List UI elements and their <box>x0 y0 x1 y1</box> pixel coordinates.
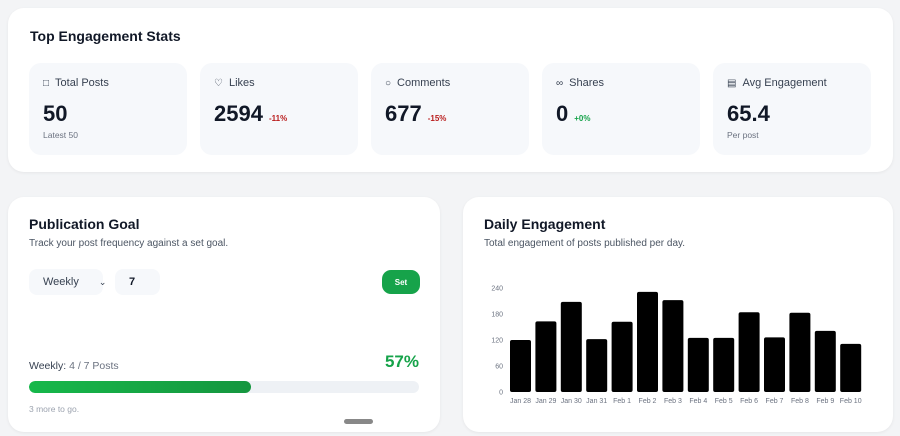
top-stats-card: Top Engagement Stats □ Total Posts 50 Lat… <box>8 8 893 172</box>
bar-feb-9[interactable] <box>814 330 836 392</box>
stat-label-text: Likes <box>228 77 255 89</box>
x-tick-label: Feb 8 <box>791 398 809 405</box>
goal-description: Track your post frequency against a set … <box>29 238 229 249</box>
publication-goal-card: Publication Goal Track your post frequen… <box>8 197 440 432</box>
progress-bar <box>29 381 419 393</box>
stat-label: □ Total Posts <box>43 77 109 89</box>
stat-value-row: 0 +0% <box>556 101 590 127</box>
stat-card-shares: ∞ Shares 0 +0% <box>542 63 700 155</box>
progress-prefix: Weekly: <box>29 360 67 372</box>
heart-icon: ♡ <box>214 77 223 89</box>
x-tick-label: Feb 9 <box>816 398 834 405</box>
stat-value: 0 <box>556 101 569 126</box>
progress-fill <box>29 381 252 393</box>
stat-label: ○ Comments <box>385 77 450 89</box>
progress-text: 4 / 7 Posts <box>69 360 119 372</box>
stat-value: 50 <box>43 101 68 126</box>
x-tick-label: Feb 5 <box>715 398 733 405</box>
y-tick-label: 60 <box>495 364 503 371</box>
daily-engagement-card: Daily Engagement Total engagement of pos… <box>463 197 893 432</box>
bar-jan-29[interactable] <box>535 321 557 392</box>
stat-label: ∞ Shares <box>556 77 604 89</box>
x-tick-label: Feb 2 <box>639 398 657 405</box>
chart-icon: ▤ <box>727 77 737 89</box>
stat-value-row: 65.4 <box>727 101 770 127</box>
y-tick-label: 0 <box>499 390 503 397</box>
remaining-text: 3 more to go. <box>29 404 80 414</box>
stat-label: ▤ Avg Engagement <box>727 77 827 89</box>
share-icon: ∞ <box>556 77 564 89</box>
y-tick-label: 180 <box>491 312 503 319</box>
stat-change: -11% <box>268 114 288 123</box>
bar-feb-8[interactable] <box>789 312 811 392</box>
stat-card-total-posts: □ Total Posts 50 Latest 50 <box>29 63 187 155</box>
bar-feb-5[interactable] <box>713 337 735 392</box>
bar-feb-2[interactable] <box>637 291 658 392</box>
stat-change: +0% <box>574 114 591 123</box>
chart-title: Daily Engagement <box>484 216 606 232</box>
stat-value-row: 50 <box>43 101 67 127</box>
stat-label: ♡ Likes <box>214 77 255 89</box>
x-tick-label: Feb 6 <box>740 398 758 405</box>
y-tick-label: 240 <box>491 286 503 293</box>
period-select[interactable]: Weekly ⌄ <box>29 269 106 295</box>
bar-jan-31[interactable] <box>586 339 608 392</box>
section-title: Top Engagement Stats <box>30 28 181 44</box>
x-tick-label: Feb 3 <box>664 398 682 405</box>
bar-jan-30[interactable] <box>560 301 582 392</box>
stat-card-avg-engagement: ▤ Avg Engagement 65.4 Per post <box>713 63 871 155</box>
stat-value-row: 677 -15% <box>385 101 446 127</box>
stat-value: 65.4 <box>727 101 770 126</box>
target-input[interactable]: 7 <box>115 269 160 295</box>
x-tick-label: Jan 31 <box>586 398 607 405</box>
stat-card-comments: ○ Comments 677 -15% <box>371 63 529 155</box>
stat-label-text: Shares <box>569 77 604 89</box>
bar-feb-10[interactable] <box>840 343 862 392</box>
bar-chart: 0 60 120 180 240 Jan 28 Jan 29 Jan 30 Jan 31 Feb … <box>491 286 862 406</box>
progress-percent: 57% <box>384 352 419 371</box>
comment-icon: ○ <box>385 77 392 89</box>
file-icon: □ <box>43 77 50 89</box>
bar-feb-3[interactable] <box>662 300 684 392</box>
chart-description: Total engagement of posts published per … <box>484 238 686 249</box>
bar-feb-1[interactable] <box>611 321 633 392</box>
stat-value-row: 2594 -11% <box>214 101 287 127</box>
set-button[interactable]: Set <box>382 270 420 294</box>
stat-label-text: Total Posts <box>55 77 109 89</box>
x-tick-label: Feb 4 <box>689 398 707 405</box>
bar-feb-7[interactable] <box>764 337 785 392</box>
stat-card-likes: ♡ Likes 2594 -11% <box>200 63 358 155</box>
stat-label-text: Comments <box>397 77 451 89</box>
stat-label-text: Avg Engagement <box>742 77 827 89</box>
x-tick-label: Feb 10 <box>840 398 862 405</box>
x-tick-label: Jan 29 <box>535 398 556 405</box>
x-tick-label: Feb 7 <box>766 398 784 405</box>
stat-change: -15% <box>427 114 447 123</box>
resize-handle[interactable] <box>344 419 373 424</box>
y-tick-label: 120 <box>491 338 503 345</box>
stat-sub: Per post <box>727 130 759 140</box>
x-tick-label: Jan 30 <box>561 398 582 405</box>
x-tick-label: Jan 28 <box>510 398 531 405</box>
stat-sub: Latest 50 <box>43 130 78 140</box>
progress-label: Weekly: 4 / 7 Posts <box>29 360 119 372</box>
chevron-down-icon: ⌄ <box>98 276 107 287</box>
bar-jan-28[interactable] <box>510 340 531 392</box>
stat-value: 677 <box>385 101 422 126</box>
period-value: Weekly <box>43 276 79 288</box>
bar-feb-4[interactable] <box>687 337 709 392</box>
goal-title: Publication Goal <box>29 216 140 232</box>
x-tick-label: Feb 1 <box>613 398 631 405</box>
bar-feb-6[interactable] <box>738 312 760 392</box>
stat-value: 2594 <box>214 101 263 126</box>
